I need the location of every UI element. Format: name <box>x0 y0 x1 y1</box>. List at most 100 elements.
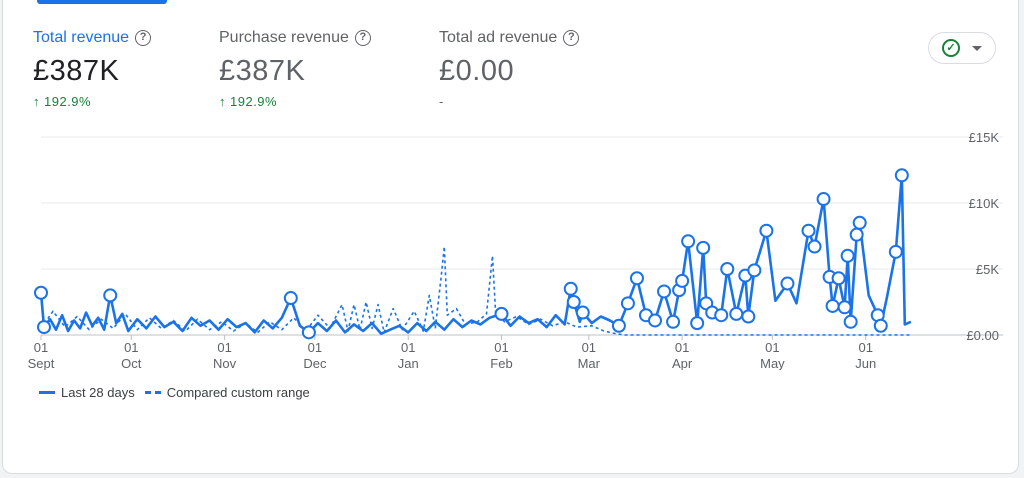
data-point-marker[interactable] <box>620 296 635 311</box>
x-tick-day: 01 <box>765 340 779 355</box>
data-point-marker[interactable] <box>657 284 672 299</box>
x-tick-day: 01 <box>675 340 689 355</box>
x-tick-day: 01 <box>217 340 231 355</box>
x-tick-month: Dec <box>303 356 327 370</box>
y-axis: £0.00 £5K £10K £15K <box>966 130 999 343</box>
x-tick-month: Jan <box>398 356 419 370</box>
data-point-marker[interactable] <box>840 248 855 263</box>
data-point-marker[interactable] <box>629 271 644 286</box>
data-point-marker[interactable] <box>37 320 52 335</box>
data-point-marker[interactable] <box>563 281 578 296</box>
data-point-marker[interactable] <box>666 314 681 329</box>
help-circle-icon[interactable]: ? <box>563 30 580 46</box>
check-circle-icon: ✓ <box>942 39 960 57</box>
help-circle-icon[interactable]: ? <box>135 30 152 46</box>
metric-change: ↑ 192.9% <box>33 94 151 109</box>
data-point-marker[interactable] <box>852 215 867 230</box>
data-point-marker[interactable] <box>801 223 816 238</box>
legend-item-current[interactable]: Last 28 days <box>39 385 135 400</box>
data-point-marker[interactable] <box>843 314 858 329</box>
data-point-marker[interactable] <box>494 306 509 321</box>
metric-label: Total ad revenue <box>439 29 558 46</box>
data-point-marker[interactable] <box>611 318 626 333</box>
revenue-line-chart: 01Sept01Oct01Nov01Dec01Jan01Feb01Mar01Ap… <box>28 130 1003 370</box>
data-point-marker[interactable] <box>780 276 795 291</box>
data-point-marker[interactable] <box>696 240 711 255</box>
x-tick-day: 01 <box>858 340 872 355</box>
metric-value: £0.00 <box>439 55 515 87</box>
x-tick-month: Oct <box>121 356 142 370</box>
x-tick-month: Jun <box>855 356 876 370</box>
metric-label: Total revenue <box>33 29 130 46</box>
arrow-up-icon: ↑ <box>33 94 40 109</box>
data-point-marker[interactable] <box>837 300 852 315</box>
x-tick-day: 01 <box>582 340 596 355</box>
metric-label: Purchase revenue <box>219 29 349 46</box>
data-point-marker[interactable] <box>566 295 581 309</box>
metric-change-value: 192.9% <box>44 94 92 109</box>
data-point-marker[interactable] <box>894 168 909 183</box>
data-point-marker[interactable] <box>720 262 735 276</box>
legend-label-compare: Compared custom range <box>166 385 310 400</box>
legend-swatch-solid <box>39 391 55 394</box>
metric-label-wrap: Total ad revenue ? <box>439 27 580 49</box>
data-point-marker[interactable] <box>690 316 705 331</box>
data-point-marker[interactable] <box>825 298 840 313</box>
x-tick-month: Mar <box>578 356 601 370</box>
data-point-marker[interactable] <box>759 223 774 238</box>
series-line-current <box>39 174 912 335</box>
chart-series <box>39 174 912 336</box>
y-tick-label: £15K <box>969 130 1000 145</box>
metric-total-revenue[interactable]: Total revenue ? £387K ↑ 192.9% <box>33 27 152 109</box>
legend-item-compare[interactable]: Compared custom range <box>144 385 310 400</box>
metric-change: ↑ 192.9% <box>219 94 371 109</box>
data-point-marker[interactable] <box>849 227 864 242</box>
x-tick-month: Sept <box>28 356 55 370</box>
data-point-marker[interactable] <box>714 308 729 323</box>
data-point-marker[interactable] <box>807 239 822 254</box>
x-axis: 01Sept01Oct01Nov01Dec01Jan01Feb01Mar01Ap… <box>28 335 876 370</box>
data-point-marker[interactable] <box>888 244 903 259</box>
y-tick-label: £0.00 <box>966 328 999 343</box>
data-point-marker[interactable] <box>873 318 888 333</box>
metric-change-value: - <box>439 94 444 109</box>
data-point-marker[interactable] <box>747 263 762 278</box>
x-tick-day: 01 <box>494 340 508 355</box>
series-line-compared <box>40 245 911 336</box>
x-tick-day: 01 <box>34 340 48 355</box>
metric-purchase-revenue[interactable]: Purchase revenue ? £387K ↑ 192.9% <box>219 27 371 109</box>
x-tick-day: 01 <box>124 340 138 355</box>
metric-value: £387K <box>33 55 120 87</box>
data-point-marker[interactable] <box>729 306 744 321</box>
data-point-marker[interactable] <box>575 305 590 320</box>
metric-change: - <box>439 94 579 109</box>
data-point-marker[interactable] <box>816 192 831 207</box>
data-point-marker[interactable] <box>103 288 118 303</box>
data-point-marker[interactable] <box>681 234 696 249</box>
data-quality-dropdown[interactable]: ✓ <box>928 32 996 64</box>
y-tick-label: £5K <box>976 262 999 277</box>
help-circle-icon[interactable]: ? <box>354 30 371 46</box>
metric-total-ad-revenue[interactable]: Total ad revenue ? £0.00 - <box>439 27 580 109</box>
data-point-marker[interactable] <box>675 273 690 288</box>
metric-label-wrap: Total revenue ? <box>33 27 152 49</box>
x-tick-day: 01 <box>308 340 322 355</box>
data-point-marker[interactable] <box>831 271 846 286</box>
chart-markers[interactable] <box>34 168 909 340</box>
legend-label-current: Last 28 days <box>61 385 135 400</box>
data-point-marker[interactable] <box>301 325 316 340</box>
metric-value: £387K <box>219 55 306 87</box>
data-point-marker[interactable] <box>648 313 663 328</box>
y-tick-label: £10K <box>969 196 1000 211</box>
legend-swatch-dashed <box>144 391 161 394</box>
arrow-up-icon: ↑ <box>219 94 226 109</box>
caret-down-icon <box>972 45 982 51</box>
data-point-marker[interactable] <box>283 291 298 306</box>
data-point-marker[interactable] <box>741 309 756 324</box>
x-tick-month: Feb <box>490 356 512 370</box>
metric-change-value: 192.9% <box>230 94 278 109</box>
x-tick-day: 01 <box>401 340 415 355</box>
data-point-marker[interactable] <box>34 285 48 300</box>
x-tick-month: Nov <box>213 356 237 370</box>
